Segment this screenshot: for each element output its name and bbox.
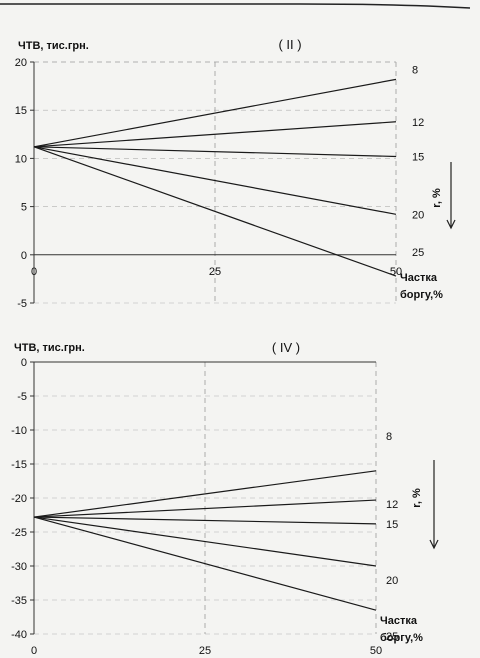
series-line-r25 <box>33 146 397 277</box>
y-tick-label: -5 <box>17 298 27 310</box>
series-label-r15: 15 <box>412 151 424 163</box>
y-tick-label: 15 <box>15 105 27 117</box>
series-label-r25: 25 <box>386 631 398 643</box>
y-tick-label: -20 <box>11 493 27 505</box>
chart-title: ( IV ) <box>272 340 300 355</box>
series-line-r20 <box>33 146 397 215</box>
x-tick-label: 0 <box>31 266 37 278</box>
series-label-r8: 8 <box>412 64 418 76</box>
y-tick-label: 0 <box>21 357 27 369</box>
series-line-r20 <box>33 516 377 567</box>
x-axis-label-line1: Частка <box>380 615 418 627</box>
series-label-r20: 20 <box>386 575 398 587</box>
y-tick-label: -10 <box>11 425 27 437</box>
x-axis-label-line2: боргу,% <box>400 289 443 301</box>
series-line-r25 <box>33 516 377 611</box>
y-tick-label: 0 <box>21 250 27 262</box>
chart-2: 0 -5 -10 -15 -20 -25 -30 -35 -40 0 25 50 8 12 15 20 25 ( … <box>11 340 439 657</box>
series-line-r15 <box>33 516 377 525</box>
x-tick-label: 50 <box>370 645 382 657</box>
r-arrow-head <box>429 539 439 550</box>
x-tick-label: 25 <box>199 645 211 657</box>
y-tick-label: -40 <box>11 629 27 641</box>
y-tick-label: -25 <box>11 527 27 539</box>
series-line-r8 <box>33 470 377 518</box>
chart-title: ( II ) <box>278 37 301 52</box>
series-line-r12 <box>33 499 377 518</box>
y-tick-label: 20 <box>15 57 27 69</box>
series-label-r15: 15 <box>386 519 398 531</box>
x-tick-label: 0 <box>31 645 37 657</box>
series-line-r15 <box>33 146 397 158</box>
series-line-r12 <box>33 121 397 148</box>
r-percent-label: r, % <box>411 488 423 508</box>
series-label-r8: 8 <box>386 431 392 443</box>
x-tick-label: 25 <box>209 266 221 278</box>
y-tick-label: -5 <box>17 391 27 403</box>
page-top-rule <box>0 3 471 9</box>
y-tick-label: 10 <box>15 153 27 165</box>
series-label-r20: 20 <box>412 209 424 221</box>
y-axis-label: ЧТВ, тис.грн. <box>14 342 85 354</box>
y-tick-label: -35 <box>11 595 27 607</box>
y-tick-label: -15 <box>11 459 27 471</box>
x-axis-label-line1: Частка <box>400 272 438 284</box>
x-axis-label-line2: боргу,% <box>380 632 423 644</box>
series-label-r12: 12 <box>412 117 424 129</box>
r-arrow-head <box>446 219 456 230</box>
y-axis-label: ЧТВ, тис.грн. <box>18 40 89 52</box>
y-tick-label: 5 <box>21 202 27 214</box>
series-line-r8 <box>33 78 397 148</box>
y-tick-label: -30 <box>11 561 27 573</box>
r-percent-label: r, % <box>431 188 443 208</box>
series-label-r12: 12 <box>386 499 398 511</box>
series-label-r25: 25 <box>412 247 424 259</box>
